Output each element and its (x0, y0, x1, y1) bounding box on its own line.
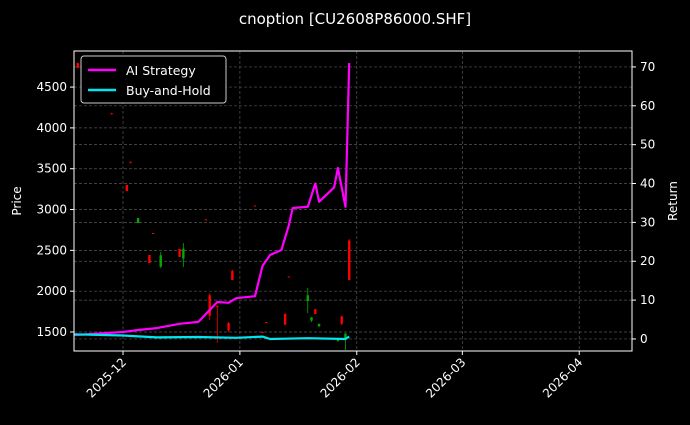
candle-body (182, 248, 185, 259)
y-tick-label: 3000 (36, 203, 67, 217)
candlesticks (76, 62, 351, 350)
y2-tick-label: 20 (640, 254, 655, 268)
candle-body (340, 316, 343, 324)
y2-tick-label: 40 (640, 177, 655, 191)
y-tick-label: 2500 (36, 243, 67, 257)
candle-body (310, 317, 313, 321)
candle-body (136, 218, 140, 223)
candle-body (344, 333, 347, 339)
candle-body (178, 248, 181, 257)
legend-label-bh: Buy-and-Hold (126, 83, 211, 98)
candle-body (216, 305, 219, 307)
y-tick-label: 1500 (36, 325, 67, 339)
legend-label-ai: AI Strategy (126, 63, 196, 78)
y2-tick-label: 60 (640, 99, 655, 113)
candle-body (148, 255, 151, 263)
plot-frame (73, 50, 633, 352)
candle-body (231, 270, 234, 280)
candle-body (125, 185, 128, 191)
candle-body (110, 113, 113, 115)
grid (74, 51, 632, 351)
candle-body (336, 340, 340, 342)
y-tick-label: 4500 (36, 80, 67, 94)
x-tick-label: 2026-01 (201, 355, 246, 400)
candle-body (265, 322, 268, 324)
candle-body (253, 205, 257, 207)
x-tick-label: 2026-02 (318, 355, 363, 400)
axis-ticks: 2025-12 2026-01 2026-02 2026-03 2026-04 1500 2… (36, 60, 655, 401)
y2-tick-label: 0 (640, 332, 648, 346)
x-tick-label: 2026-03 (423, 355, 468, 400)
candle-body (208, 295, 211, 316)
candle-body (287, 276, 291, 278)
y2-axis-label: Return (666, 181, 680, 221)
x-tick-label: 2026-04 (540, 355, 585, 400)
candle-body (261, 331, 264, 333)
y2-tick-label: 10 (640, 293, 655, 307)
y-axis-label: Price (10, 186, 24, 215)
candle-body (159, 255, 162, 267)
y2-tick-label: 30 (640, 215, 655, 229)
y2-tick-label: 70 (640, 60, 655, 74)
candle-body (306, 295, 309, 301)
series-line-ai-strategy (73, 62, 351, 337)
y2-tick-label: 50 (640, 138, 655, 152)
candle-body (227, 323, 230, 331)
candle-body (204, 219, 208, 221)
candle-body (317, 323, 321, 327)
x-tick-label: 2025-12 (84, 355, 129, 400)
chart-title: cnoption [CU2608P86000.SHF] (239, 10, 471, 28)
candle-body (314, 309, 317, 315)
series-line-buy-and-hold (73, 333, 350, 341)
y-tick-label: 3500 (36, 162, 67, 176)
candle-body (283, 314, 287, 325)
legend: AI Strategy Buy-and-Hold (80, 55, 227, 104)
return-lines (73, 62, 351, 341)
candle-body (129, 162, 132, 164)
y-tick-label: 4000 (36, 121, 67, 135)
candle-body (151, 232, 155, 235)
candle-body (348, 240, 351, 280)
y-tick-label: 2000 (36, 284, 67, 298)
candle-body (76, 63, 79, 68)
